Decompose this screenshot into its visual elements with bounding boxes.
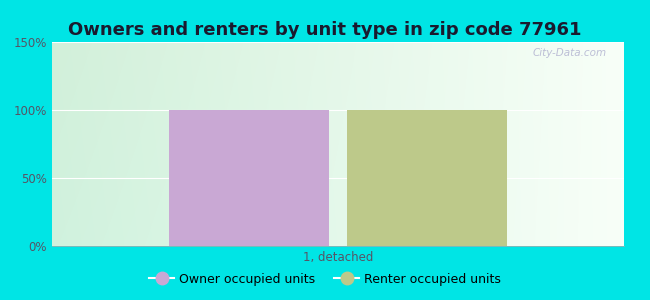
Bar [169, 110, 330, 246]
Legend: Owner occupied units, Renter occupied units: Owner occupied units, Renter occupied un… [144, 268, 506, 291]
Text: City-Data.com: City-Data.com [533, 48, 607, 58]
Bar [346, 110, 507, 246]
Text: Owners and renters by unit type in zip code 77961: Owners and renters by unit type in zip c… [68, 21, 582, 39]
